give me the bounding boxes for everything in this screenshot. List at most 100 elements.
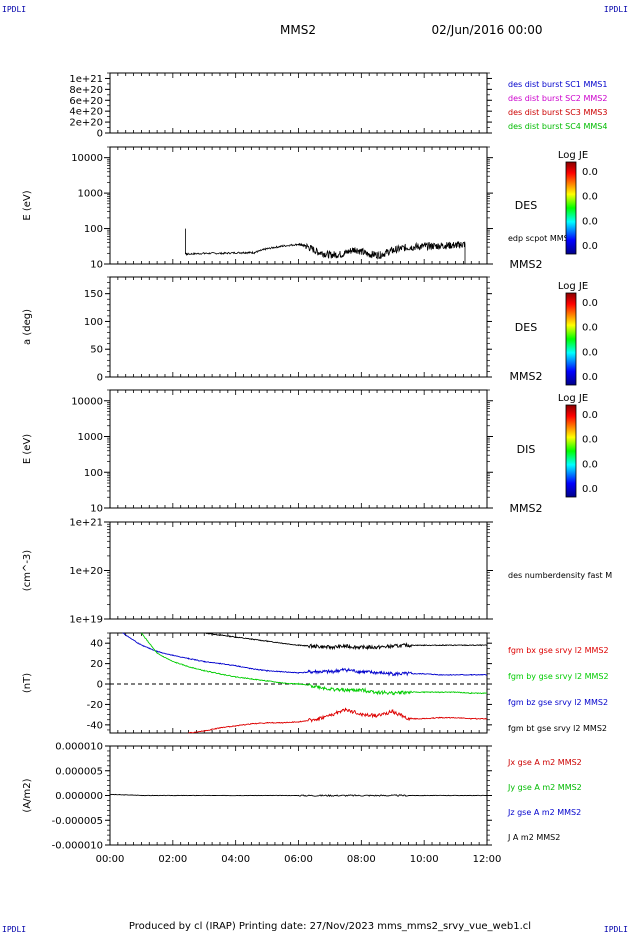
y-tick-label: 0.000000 [55,791,103,802]
x-tick-label: 06:00 [284,854,313,865]
footer-text: Produced by cl (IRAP) Printing date: 27/… [129,921,531,932]
colorbar-value: 0.0 [582,167,598,178]
y-axis-label-6: (nT) [22,673,33,693]
spacecraft-label: MMS2 [510,258,543,271]
y-tick-label: 10 [90,504,103,515]
legend-entry: des numberdensity fast M [508,571,612,580]
colorbar-value: 0.0 [582,192,598,203]
x-tick-label: 12:00 [473,854,502,865]
colorbar-4 [565,404,577,498]
y-tick-label: 0 [97,373,103,384]
right-label-des: DES [515,321,537,334]
y-tick-label: -20 [87,700,103,711]
y-tick-label: 10000 [71,153,103,164]
x-tick-label: 04:00 [221,854,250,865]
series-line [204,632,488,651]
y-tick-label: 1e+21 [69,518,103,529]
y-axis-label-7: (A/m2) [22,778,33,812]
spacecraft-label: MMS2 [510,370,543,383]
y-tick-label: 10 [90,260,103,271]
legend-entry: Jy gse A m2 MMS2 [507,783,582,792]
y-tick-label: 0 [97,129,103,140]
colorbar-value: 0.0 [582,323,598,334]
y-tick-label: 100 [84,224,103,235]
legend-entry: des dist burst SC1 MMS1 [508,80,607,89]
y-tick-label: 1000 [78,432,103,443]
x-tick-label: 00:00 [96,854,125,865]
colorbar-value: 0.0 [582,372,598,383]
x-tick-label: 08:00 [347,854,376,865]
y-tick-label: 40 [90,639,103,650]
legend-entry: J A m2 MMS2 [507,833,560,842]
y-tick-label: 0 [97,680,103,691]
legend-entry: Jx gse A m2 MMS2 [507,758,582,767]
colorbar-value: 0.0 [582,347,598,358]
corner-label-top-right: IPDLI [604,5,628,14]
corner-label-top-left: IPDLI [2,5,26,14]
legend-entry: fgm bt gse srvy l2 MMS2 [508,724,607,733]
legend-entry: fgm bz gse srvy l2 MMS2 [508,698,608,707]
series-line [141,632,487,696]
y-tick-label: 20 [90,659,103,670]
legend-entry: Jz gse A m2 MMS2 [507,808,581,817]
colorbar-title-4: Log JE [558,393,588,404]
spacecraft-label: MMS2 [510,502,543,515]
y-axis-label-5: (cm^-3) [22,550,33,591]
panel-frame-1 [109,72,488,134]
y-tick-label: -0.000010 [52,841,103,852]
colorbar-title-2: Log JE [558,150,588,161]
y-tick-label: 100 [84,468,103,479]
colorbar-value: 0.0 [582,435,598,446]
corner-label-bottom-left: IPDLI [2,925,26,934]
colorbar-3 [565,292,577,386]
panel-frame-4 [109,389,488,509]
colorbar-value: 0.0 [582,298,598,309]
legend-entry: fgm by gse srvy l2 MMS2 [508,672,609,681]
y-tick-label: 4e+20 [69,107,103,118]
y-tick-label: 6e+20 [69,96,103,107]
colorbar-value: 0.0 [582,216,598,227]
legend-entry: des dist burst SC4 MMS4 [508,122,607,131]
overlay-label: edp scpot MMS2 [508,234,574,243]
y-tick-label: 10000 [71,396,103,407]
colorbar-title-3: Log JE [558,281,588,292]
x-tick-label: 10:00 [410,854,439,865]
colorbar-value: 0.0 [582,484,598,495]
y-tick-label: 1e+19 [69,615,103,626]
x-tick-label: 02:00 [158,854,187,865]
page-date: 02/Jun/2016 00:00 [431,23,542,37]
y-axis-label-3: a (deg) [22,309,33,345]
colorbar-value: 0.0 [582,410,598,421]
y-tick-label: 0.000005 [55,766,103,777]
y-tick-label: -40 [87,720,103,731]
y-tick-label: 0.000010 [55,742,103,753]
legend-entry: des dist burst SC2 MMS2 [508,94,607,103]
colorbar-value: 0.0 [582,241,598,252]
y-tick-label: 1000 [78,189,103,200]
y-tick-label: 8e+20 [69,85,103,96]
legend-entry: fgm bx gse srvy l2 MMS2 [508,646,609,655]
y-tick-label: 2e+20 [69,118,103,129]
right-label-des: DES [515,199,537,212]
y-tick-label: -0.000005 [52,816,103,827]
corner-label-bottom-right: IPDLI [604,925,628,934]
panel-frame-3 [109,276,488,378]
colorbar-value: 0.0 [582,459,598,470]
y-axis-label-4: E (eV) [22,434,33,464]
y-tick-label: 1e+20 [69,566,103,577]
y-tick-label: 1e+21 [69,74,103,85]
current-line [109,793,488,797]
y-tick-label: 100 [84,317,103,328]
legend-entry: des dist burst SC3 MMS3 [508,108,607,117]
colorbar-2 [565,161,577,255]
right-label-dis: DIS [517,443,536,456]
series-line [122,632,487,677]
series-line [188,707,488,734]
scpot-line [185,228,466,264]
panel-frame-5 [109,521,488,620]
y-tick-label: 150 [84,289,103,300]
page-title: MMS2 [280,23,316,37]
y-axis-label-2: E (eV) [22,190,33,220]
y-tick-label: 50 [90,345,103,356]
